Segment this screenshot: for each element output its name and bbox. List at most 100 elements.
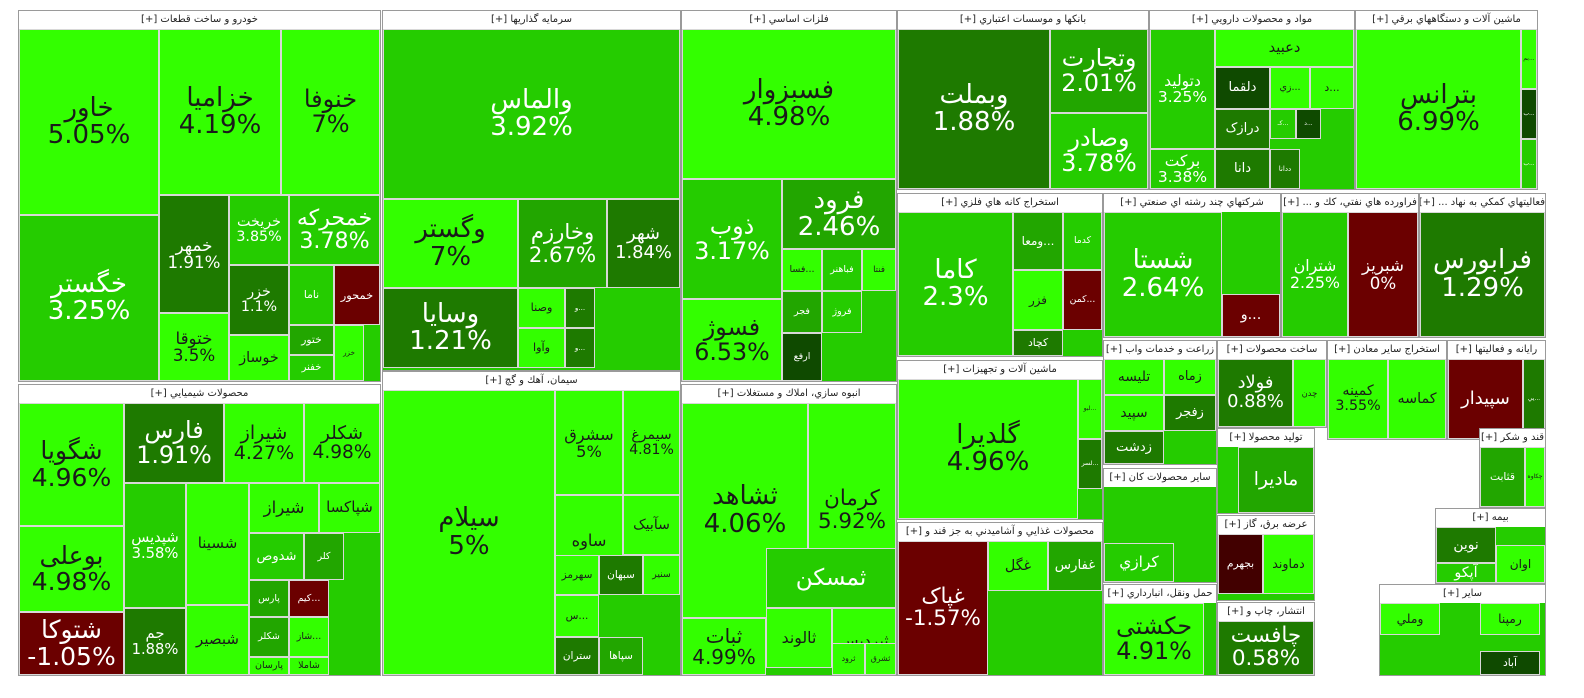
stock-tile[interactable]: فارس 1.91% <box>124 403 224 483</box>
stock-tile[interactable]: کدما <box>1063 212 1102 270</box>
stock-tile[interactable]: سیمرغ 4.81% <box>623 390 680 495</box>
stock-tile[interactable]: ...س <box>555 595 599 637</box>
stock-tile[interactable]: سشرق 5% <box>555 390 623 495</box>
stock-tile[interactable]: ...زي <box>1270 67 1310 109</box>
stock-tile[interactable]: خفنر <box>289 355 334 381</box>
stock-tile[interactable]: وصادر 3.78% <box>1050 113 1148 189</box>
sector-title[interactable]: ساير محصولات کان [+] <box>1104 469 1216 488</box>
stock-tile[interactable]: خوساز <box>229 335 289 381</box>
sector-title[interactable]: حمل ونقل، انبارداري [+] <box>1104 585 1216 604</box>
stock-tile[interactable]: خزر <box>334 325 364 381</box>
stock-tile[interactable]: سآبیک <box>623 495 680 555</box>
sector-title[interactable]: عرضه برق، گاز [+] <box>1218 516 1314 535</box>
stock-tile[interactable]: شیراز <box>249 483 319 533</box>
stock-tile[interactable]: ستران <box>555 637 599 675</box>
stock-tile[interactable]: کچاد <box>1013 330 1063 356</box>
stock-tile[interactable]: ...ب <box>1521 89 1537 139</box>
stock-tile[interactable]: ...ب <box>1521 139 1537 189</box>
stock-tile[interactable]: ...شاز <box>289 617 329 657</box>
stock-tile[interactable]: فرود 2.46% <box>782 179 896 249</box>
stock-tile[interactable]: ددانا <box>1270 149 1300 189</box>
stock-tile[interactable]: شسینا <box>186 483 249 605</box>
stock-tile[interactable]: کمینه 3.55% <box>1328 359 1388 439</box>
sector-title[interactable]: مواد و محصولات دارويي [+] <box>1150 11 1354 30</box>
stock-tile[interactable]: سپید <box>1104 395 1164 431</box>
stock-tile[interactable]: خزامیا 4.19% <box>159 29 281 195</box>
sector-title[interactable]: سيمان، آهك و گچ [+] <box>383 372 680 391</box>
stock-tile[interactable]: ...و <box>1222 294 1280 337</box>
stock-tile[interactable]: دلقما <box>1215 67 1270 109</box>
stock-tile[interactable]: فروژ <box>822 291 862 333</box>
stock-tile[interactable]: بجهرم <box>1218 534 1263 594</box>
sector-title[interactable]: فراورده هاي نفتي، كك و ... [+] <box>1282 194 1418 213</box>
stock-tile[interactable]: چافست 0.58% <box>1218 621 1314 675</box>
sector-title[interactable]: بانكها و موسسات اعتباري [+] <box>898 11 1148 30</box>
stock-tile[interactable]: جم 1.88% <box>124 608 186 675</box>
stock-tile[interactable]: ختوقا 3.5% <box>159 313 229 381</box>
stock-tile[interactable]: سهرمز <box>555 555 599 595</box>
stock-tile[interactable]: پارسان <box>249 657 289 675</box>
sector-title[interactable]: ماشين آلات و دستگاههاي برقي [+] <box>1356 11 1537 30</box>
stock-tile[interactable]: فولاد 0.88% <box>1218 359 1293 427</box>
stock-tile[interactable]: فنتا <box>862 249 896 291</box>
stock-tile[interactable]: وخارزم 2.67% <box>518 199 607 288</box>
stock-tile[interactable]: کرازي <box>1104 543 1174 582</box>
sector-title[interactable]: خودرو و ساخت قطعات [+] <box>19 11 380 30</box>
stock-tile[interactable]: شکلر 4.98% <box>304 403 380 483</box>
stock-tile[interactable]: شپاکسا <box>319 483 380 533</box>
stock-tile[interactable]: سنیر <box>643 555 680 595</box>
sector-title[interactable]: ماشين آلات و تجهيزات [+] <box>898 361 1102 380</box>
stock-tile[interactable]: شستا 2.64% <box>1104 212 1222 337</box>
sector-title[interactable]: شركتهاي چند رشته اي صنعتي [+] <box>1104 194 1280 213</box>
stock-tile[interactable]: خنوفا 7% <box>281 29 380 195</box>
stock-tile[interactable]: شبریز 0% <box>1348 212 1418 337</box>
stock-tile[interactable]: ...یي <box>1523 359 1545 439</box>
stock-tile[interactable]: ...بم <box>1521 29 1537 89</box>
stock-tile[interactable]: آباد <box>1480 651 1540 675</box>
stock-tile[interactable]: وسایا 1.21% <box>383 288 518 368</box>
stock-tile[interactable]: غپاک -1.57% <box>898 541 988 675</box>
stock-tile[interactable]: ...کـ <box>1270 109 1296 139</box>
stock-tile[interactable]: گلدیرا 4.96% <box>898 379 1078 519</box>
stock-tile[interactable]: چدن <box>1293 359 1326 427</box>
stock-tile[interactable]: ارفع <box>782 333 822 381</box>
sector-title[interactable]: قند و شكر [+] <box>1480 429 1545 448</box>
stock-tile[interactable]: کاما 2.3% <box>898 212 1013 356</box>
stock-tile[interactable]: پارس <box>249 580 289 617</box>
stock-tile[interactable]: ثبات 4.99% <box>682 618 766 675</box>
sector-title[interactable]: استخراج ساير معادن [+] <box>1328 341 1446 360</box>
stock-tile[interactable]: مادیرا <box>1238 447 1314 513</box>
sector-title[interactable]: زراعت و خدمات واب [+] <box>1104 341 1216 360</box>
stock-tile[interactable]: ...و <box>565 288 595 328</box>
stock-tile[interactable]: وملي <box>1380 603 1440 635</box>
stock-tile[interactable]: شتران 2.25% <box>1282 212 1348 337</box>
stock-tile[interactable]: ...د <box>1310 67 1354 109</box>
stock-tile[interactable]: شبصیر <box>186 605 249 675</box>
stock-tile[interactable]: شتوکا -1.05% <box>19 612 124 675</box>
sector-title[interactable]: توليد محصولا [+] <box>1218 429 1314 448</box>
stock-tile[interactable]: فجر <box>782 291 822 333</box>
stock-tile[interactable]: چکاوه <box>1525 447 1545 507</box>
stock-tile[interactable]: زماه <box>1164 359 1216 395</box>
sector-title[interactable]: انتشار، چاپ و [+] <box>1218 603 1314 622</box>
stock-tile[interactable]: فزر <box>1013 270 1063 330</box>
stock-tile[interactable]: کماسه <box>1388 359 1446 439</box>
stock-tile[interactable]: غگل <box>988 541 1048 591</box>
sector-title[interactable]: ساير [+] <box>1380 585 1545 604</box>
stock-tile[interactable]: غفارس <box>1048 541 1102 591</box>
stock-tile[interactable]: زدشت <box>1104 431 1164 464</box>
stock-tile[interactable]: ...لسر <box>1078 439 1102 489</box>
sector-title[interactable]: رايانه و فعاليتها [+] <box>1448 341 1545 360</box>
stock-tile[interactable]: خمحرکه 3.78% <box>289 195 380 265</box>
stock-tile[interactable]: فباهنر <box>822 249 862 291</box>
stock-tile[interactable]: وبملت 1.88% <box>898 29 1050 189</box>
sector-title[interactable]: انبوه سازي، املاك و مستغلات [+] <box>682 385 896 404</box>
stock-tile[interactable]: شدوص <box>249 533 304 580</box>
stock-tile[interactable]: شپدیس 3.58% <box>124 483 186 608</box>
stock-tile[interactable]: زفجر <box>1164 395 1216 431</box>
sector-title[interactable]: استخراج كانه هاي فلزي [+] <box>898 194 1102 213</box>
stock-tile[interactable]: ناما <box>289 265 334 325</box>
stock-tile[interactable]: دماوند <box>1263 534 1314 594</box>
stock-tile[interactable]: خریخت 3.85% <box>229 195 289 265</box>
stock-tile[interactable]: وتجارت 2.01% <box>1050 29 1148 113</box>
